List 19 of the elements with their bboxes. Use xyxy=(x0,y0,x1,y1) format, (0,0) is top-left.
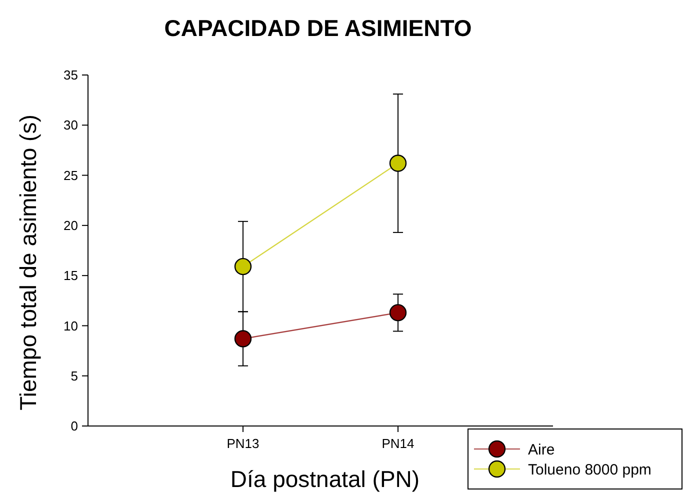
point xyxy=(234,258,252,276)
y-tick-label: 20 xyxy=(64,218,78,233)
x-tick-label: PN13 xyxy=(226,436,260,451)
point xyxy=(389,304,407,322)
chart-title: CAPACIDAD DE ASIMIENTO xyxy=(164,15,472,41)
x-tick-label: PN14 xyxy=(382,436,414,451)
y-tick-label: 15 xyxy=(64,268,78,284)
legend-label: Tolueno 8000 ppm xyxy=(528,461,652,478)
y-tick-label: 10 xyxy=(64,318,78,334)
point xyxy=(234,330,252,348)
legend-label: Aire xyxy=(528,441,555,458)
y-tick-label: 5 xyxy=(70,368,78,384)
x-axis-title: Día postnatal (PN) xyxy=(230,466,420,492)
y-axis-title: Tiempo total de asimiento (s) xyxy=(15,114,41,410)
y-tick-label: 35 xyxy=(64,68,78,83)
y-tick-label: 0 xyxy=(70,418,78,434)
point xyxy=(389,154,407,172)
y-tick-label: 30 xyxy=(64,118,78,133)
y-tick-label: 25 xyxy=(64,168,78,183)
